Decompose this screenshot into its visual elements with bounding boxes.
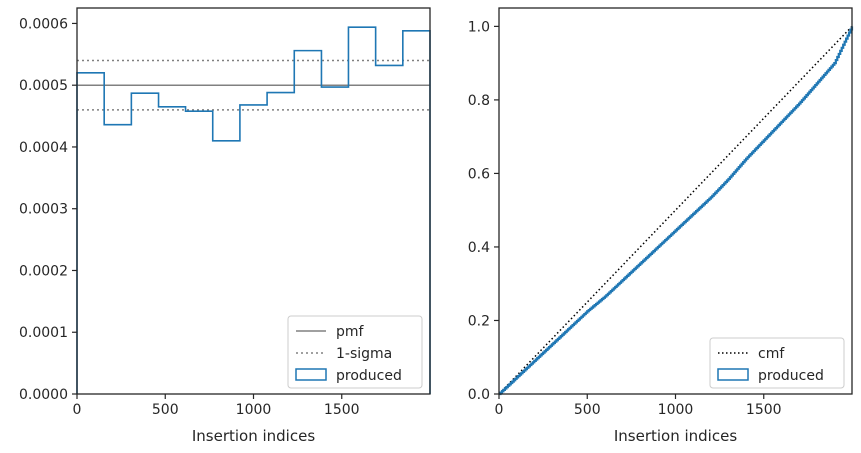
left-y-tick-label: 0.0003 [19, 202, 68, 218]
right-legend-swatch [717, 368, 749, 381]
left-legend-label: 1-sigma [336, 346, 392, 362]
chart-right: 0 500 1000 1500 0.0 0.2 0.4 0.6 0.8 1.0 Insertion … [468, 7, 854, 445]
right-y-tick-label: 0.4 [468, 240, 490, 256]
left-legend-label: produced [336, 368, 402, 384]
right-x-tick-label: 500 [574, 402, 601, 418]
right-axes-frame [498, 7, 853, 395]
right-legend-label: cmf [758, 346, 785, 362]
right-legend-box [709, 337, 845, 389]
left-legend-swatch [295, 368, 327, 381]
right-y-tick-label: 1.0 [468, 19, 490, 35]
right-x-axis-label: Insertion indices [614, 427, 737, 445]
left-y-tick-label: 0.0001 [19, 325, 68, 341]
left-x-tick-label: 500 [152, 402, 179, 418]
right-y-tick-label: 0.6 [468, 166, 490, 182]
right-y-tick-label: 0.2 [468, 313, 490, 329]
left-y-tick-label: 0.0000 [19, 387, 68, 403]
left-legend-label: pmf [336, 324, 365, 340]
right-series-produced-step [499, 26, 854, 396]
right-x-tick-label: 1000 [658, 402, 694, 418]
left-series-produced-step [76, 26, 431, 394]
right-series-cmf-line [498, 25, 853, 395]
left-legend-box [287, 315, 423, 389]
right-x-tick-label: 0 [495, 402, 504, 418]
right-y-tick-label: 0.0 [468, 387, 490, 403]
left-x-tick-label: 0 [73, 402, 82, 418]
right-legend-label: produced [758, 368, 824, 384]
left-x-axis-label: Insertion indices [192, 427, 315, 445]
left-y-tick-label: 0.0004 [19, 140, 68, 156]
left-y-tick-label: 0.0005 [19, 78, 68, 94]
left-y-tick-label: 0.0006 [19, 16, 68, 32]
left-x-tick-label: 1000 [236, 402, 272, 418]
right-x-tick-label: 1500 [746, 402, 782, 418]
left-x-tick-label: 1500 [324, 402, 360, 418]
right-y-tick-label: 0.8 [468, 93, 490, 109]
chart-left: 0 500 1000 1500 0.0000 0.0001 0.0002 0.0003 0.00… [19, 7, 431, 445]
left-y-tick-label: 0.0002 [19, 263, 68, 279]
